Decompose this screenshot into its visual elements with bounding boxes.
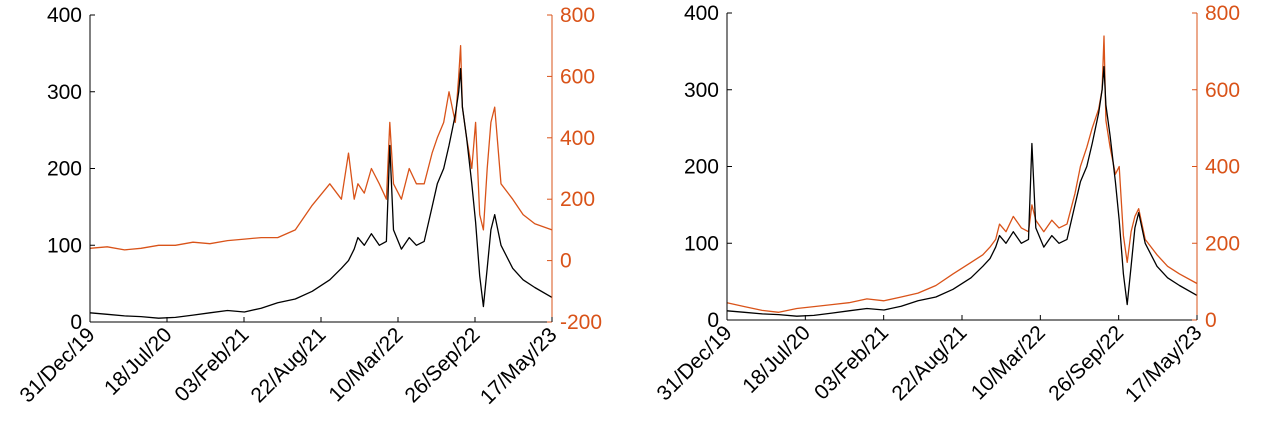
x-tick-label: 31/Dec/19 (653, 321, 737, 405)
right-tick-label: 200 (560, 188, 595, 211)
series-line-right (726, 35, 1198, 313)
right-tick-label: 800 (1205, 2, 1240, 25)
x-tick-label: 17/May/23 (1121, 321, 1207, 407)
left-tick-label: 400 (684, 2, 719, 25)
right-tick-label: 200 (1205, 232, 1240, 255)
left-tick-label: 200 (684, 156, 719, 179)
series-line-left (89, 68, 553, 319)
series-line-left (726, 66, 1198, 317)
left-tick-label: 300 (684, 79, 719, 102)
x-tick-label: 17/May/23 (476, 323, 562, 409)
right-tick-label: -200 (560, 311, 602, 334)
left-tick-label: 100 (47, 234, 82, 257)
left-tick-label: 100 (684, 232, 719, 255)
right-tick-label: 0 (560, 250, 572, 273)
x-tick-label: 10/Mar/22 (967, 321, 1050, 404)
left-tick-label: 200 (47, 158, 82, 181)
x-tick-label: 10/Mar/22 (324, 323, 407, 406)
right-tick-label: 800 (560, 4, 595, 27)
right-tick-label: 600 (1205, 79, 1240, 102)
left-tick-label: 0 (70, 311, 82, 334)
series-line-right (89, 45, 553, 251)
right-tick-label: 400 (1205, 156, 1240, 179)
x-tick-label: 26/Sep/22 (401, 323, 485, 407)
x-tick-label: 26/Sep/22 (1044, 321, 1128, 405)
right-tick-label: 400 (560, 127, 595, 150)
left-tick-label: 400 (47, 4, 82, 27)
x-tick-label: 22/Aug/21 (888, 321, 972, 405)
left-tick-label: 0 (707, 309, 719, 332)
x-tick-label: 18/Jul/20 (738, 321, 815, 398)
x-tick-label: 22/Aug/21 (247, 323, 331, 407)
left-tick-label: 300 (47, 81, 82, 104)
right-tick-label: 0 (1205, 309, 1217, 332)
x-tick-label: 03/Feb/21 (810, 321, 893, 404)
x-tick-label: 18/Jul/20 (100, 323, 177, 400)
x-tick-label: 03/Feb/21 (170, 323, 253, 406)
x-tick-label: 31/Dec/19 (16, 323, 100, 407)
right-tick-label: 600 (560, 65, 595, 88)
chart-2: 0 100 200 300 400 0 200 400 600 800 31/Dec/19 18/Ju… (653, 2, 1240, 407)
